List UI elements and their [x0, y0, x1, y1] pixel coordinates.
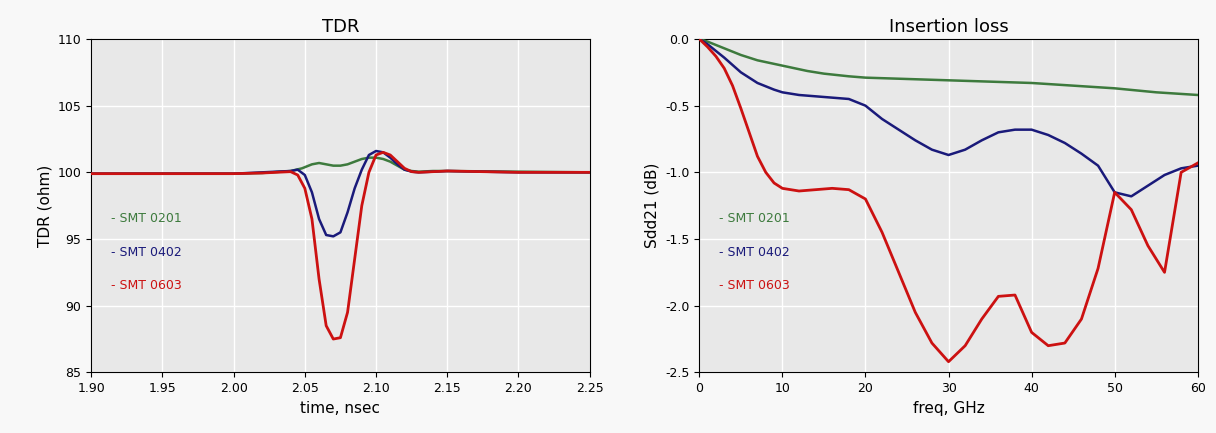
Text: - SMT 0201: - SMT 0201	[111, 212, 182, 225]
X-axis label: freq, GHz: freq, GHz	[913, 401, 985, 416]
Text: - SMT 0603: - SMT 0603	[719, 279, 790, 292]
Y-axis label: Sdd21 (dB): Sdd21 (dB)	[644, 163, 659, 249]
Text: - SMT 0402: - SMT 0402	[719, 246, 790, 259]
Text: - SMT 0201: - SMT 0201	[719, 212, 790, 225]
Title: TDR: TDR	[322, 18, 359, 36]
X-axis label: time, nsec: time, nsec	[300, 401, 381, 416]
Text: - SMT 0603: - SMT 0603	[111, 279, 182, 292]
Title: Insertion loss: Insertion loss	[889, 18, 1008, 36]
Text: - SMT 0402: - SMT 0402	[111, 246, 182, 259]
Y-axis label: TDR (ohm): TDR (ohm)	[36, 165, 52, 247]
